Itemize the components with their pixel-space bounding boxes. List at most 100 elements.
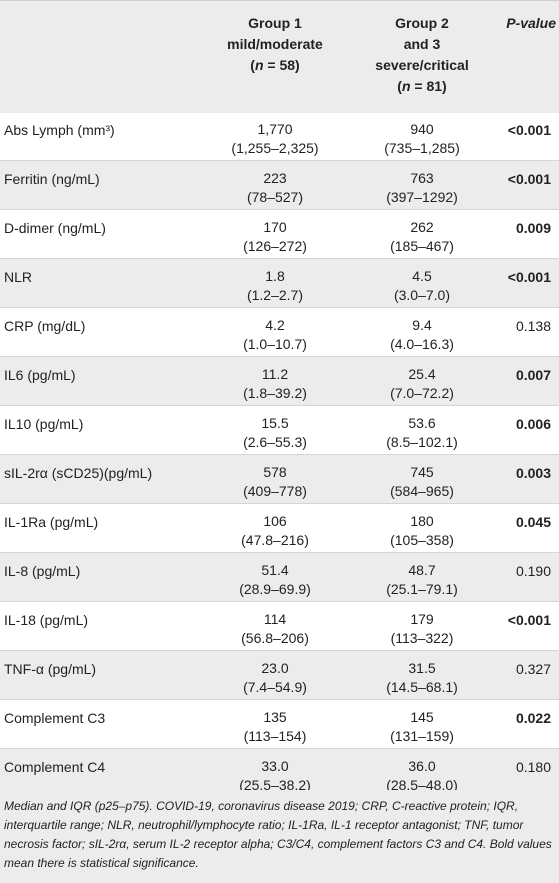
p-value: 0.007 [515, 367, 551, 383]
group2-value: 745 (584–965) [347, 463, 497, 501]
p-value: 0.327 [515, 661, 551, 677]
group1-median: 23.0 [261, 660, 289, 676]
header-group2: Group 2 and 3 severe/critical (n = 81) [352, 13, 492, 97]
group1-value: 1.8 (1.2–2.7) [200, 267, 350, 305]
group2-iqr: (7.0–72.2) [390, 385, 454, 401]
group1-value: 11.2 (1.8–39.2) [200, 365, 350, 403]
group1-iqr: (78–527) [246, 189, 304, 205]
group1-value: 578 (409–778) [200, 463, 350, 501]
group2-median: 36.0 [408, 758, 436, 774]
group1-median: 15.5 [261, 415, 289, 431]
p-value: 0.138 [515, 318, 551, 334]
group1-median: 11.2 [261, 366, 289, 382]
group2-median: 9.4 [412, 317, 432, 333]
header-group1: Group 1 mild/moderate (n = 58) [205, 13, 345, 76]
group2-iqr: (4.0–16.3) [390, 336, 454, 352]
group2-value: 25.4 (7.0–72.2) [347, 365, 497, 403]
p-value: 0.003 [515, 465, 551, 481]
group1-median: 114 [263, 611, 287, 627]
p-value: 0.190 [515, 563, 551, 579]
group2-median: 145 [410, 709, 434, 725]
p-value: 0.022 [515, 710, 551, 726]
group1-iqr: (126–272) [243, 238, 307, 254]
table-row: sIL-2rα (sCD25)(pg/mL) 578 (409–778) 745 (58… [0, 455, 559, 504]
p-value: <0.001 [507, 269, 551, 285]
header-group2-line2: and 3 [403, 36, 441, 52]
group2-value: 9.4 (4.0–16.3) [347, 316, 497, 354]
table-row: Complement C4 33.0 (25.5–38.2) 36.0 (28.5–48… [0, 749, 559, 798]
row-label: Complement C4 [4, 759, 106, 775]
group1-value: 170 (126–272) [200, 218, 350, 256]
row-label: IL10 (pg/mL) [4, 416, 84, 432]
group2-value: 145 (131–159) [347, 708, 497, 746]
row-label: IL-1Ra (pg/mL) [4, 514, 99, 530]
group2-value: 53.6 (8.5–102.1) [347, 414, 497, 452]
group2-median: 179 [410, 611, 434, 627]
group1-iqr: (47.8–216) [241, 532, 309, 548]
group2-median: 262 [410, 219, 434, 235]
group2-iqr: (131–159) [390, 728, 454, 744]
table-row: Complement C3 135 (113–154) 145 (131–159) 0.0… [0, 700, 559, 749]
group2-median: 745 [410, 464, 434, 480]
table-row: NLR 1.8 (1.2–2.7) 4.5 (3.0–7.0) <0.001 [0, 259, 559, 308]
table-row: CRP (mg/dL) 4.2 (1.0–10.7) 9.4 (4.0–16.3) 0.1… [0, 308, 559, 357]
group1-value: 1,770 (1,255–2,325) [200, 120, 350, 158]
row-label: IL-18 (pg/mL) [4, 612, 89, 628]
group1-value: 23.0 (7.4–54.9) [200, 659, 350, 697]
header-group2-line1: Group 2 [395, 15, 449, 31]
p-value: <0.001 [507, 122, 551, 138]
table-body: Abs Lymph (mm³) 1,770 (1,255–2,325) 940 (735… [0, 112, 559, 798]
group2-iqr: (735–1,285) [384, 140, 460, 156]
p-value: 0.006 [515, 416, 551, 432]
group2-iqr: (25.1–79.1) [386, 581, 458, 597]
group1-value: 106 (47.8–216) [200, 512, 350, 550]
row-label: sIL-2rα (sCD25)(pg/mL) [4, 465, 153, 481]
header-group1-line2: mild/moderate [227, 36, 323, 52]
table-row: IL-18 (pg/mL) 114 (56.8–206) 179 (113–322) <0… [0, 602, 559, 651]
group1-median: 1.8 [265, 268, 285, 284]
group1-median: 4.2 [265, 317, 285, 333]
header-group2-line3: severe/critical [375, 57, 469, 73]
row-label: TNF-α (pg/mL) [4, 661, 97, 677]
group2-value: 179 (113–322) [347, 610, 497, 648]
group2-iqr: (8.5–102.1) [386, 434, 458, 450]
row-label: IL-8 (pg/mL) [4, 563, 81, 579]
group1-iqr: (1.0–10.7) [243, 336, 307, 352]
footnote-text: Median and IQR (p25–p75). COVID-19, coro… [4, 799, 552, 870]
group1-median: 170 [263, 219, 287, 235]
group1-value: 51.4 (28.9–69.9) [200, 561, 350, 599]
row-label: D-dimer (ng/mL) [4, 220, 106, 236]
header-pvalue: P-value [490, 13, 556, 34]
group2-value: 31.5 (14.5–68.1) [347, 659, 497, 697]
group2-iqr: (185–467) [390, 238, 454, 254]
group1-iqr: (56.8–206) [241, 630, 309, 646]
table-row: D-dimer (ng/mL) 170 (126–272) 262 (185–467) 0… [0, 210, 559, 259]
group2-iqr: (14.5–68.1) [386, 679, 458, 695]
group1-median: 135 [263, 709, 287, 725]
group2-iqr: (113–322) [390, 630, 454, 646]
header-group1-line1: Group 1 [248, 15, 302, 31]
group1-median: 33.0 [261, 758, 289, 774]
group1-iqr: (113–154) [243, 728, 307, 744]
header-group1-line3: (n = 58) [250, 57, 300, 73]
group1-iqr: (25.5–38.2) [239, 777, 311, 793]
group2-iqr: (28.5–48.0) [386, 777, 458, 793]
group1-value: 135 (113–154) [200, 708, 350, 746]
table-header: Group 1 mild/moderate (n = 58) Group 2 a… [0, 0, 559, 113]
group1-median: 51.4 [261, 562, 289, 578]
group2-median: 25.4 [408, 366, 436, 382]
group1-iqr: (28.9–69.9) [239, 581, 311, 597]
group1-iqr: (1,255–2,325) [231, 140, 319, 156]
group1-value: 4.2 (1.0–10.7) [200, 316, 350, 354]
table-row: Abs Lymph (mm³) 1,770 (1,255–2,325) 940 (735… [0, 112, 559, 161]
group1-value: 223 (78–527) [200, 169, 350, 207]
row-label: Abs Lymph (mm³) [4, 122, 115, 138]
row-label: Ferritin (ng/mL) [4, 171, 100, 187]
group1-median: 223 [263, 170, 287, 186]
group1-value: 33.0 (25.5–38.2) [200, 757, 350, 795]
p-value: 0.180 [515, 759, 551, 775]
group2-median: 180 [410, 513, 434, 529]
p-value: <0.001 [507, 612, 551, 628]
group2-value: 48.7 (25.1–79.1) [347, 561, 497, 599]
